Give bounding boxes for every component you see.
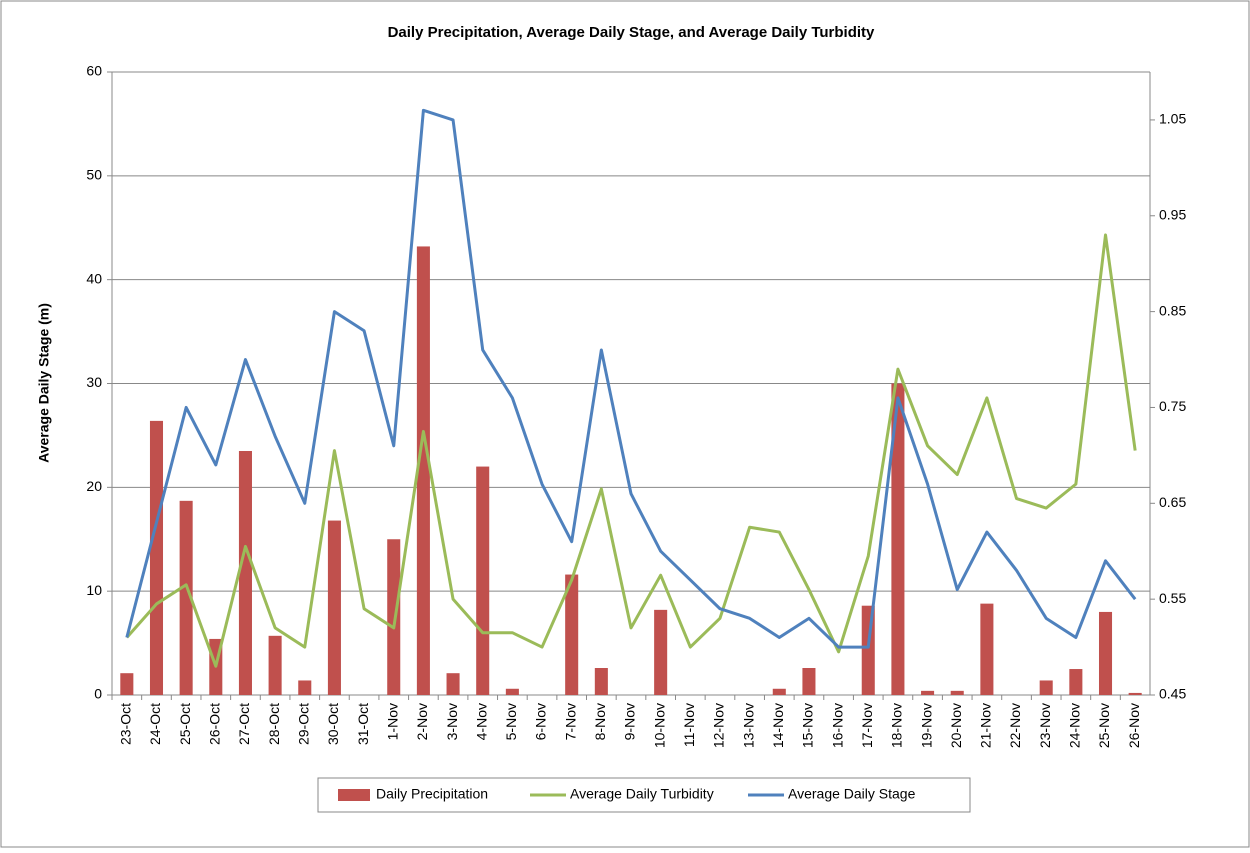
bar <box>446 673 460 695</box>
y-axis-title: Average Daily Stage (m) <box>36 303 52 463</box>
x-tick-label: 28-Oct <box>266 703 282 745</box>
bar <box>594 668 608 695</box>
bar <box>1128 692 1142 695</box>
y2-tick-label: 0.65 <box>1159 494 1186 510</box>
bar <box>950 690 964 695</box>
x-tick-label: 27-Oct <box>236 703 252 745</box>
x-tick-label: 11-Nov <box>681 703 697 747</box>
bar <box>179 500 193 695</box>
y-tick-label: 20 <box>86 478 102 494</box>
y2-tick-label: 0.95 <box>1159 206 1186 222</box>
y-tick-label: 0 <box>94 686 102 702</box>
x-tick-label: 14-Nov <box>770 703 786 748</box>
y-tick-label: 60 <box>86 63 102 79</box>
x-tick-label: 24-Oct <box>147 703 163 745</box>
bar <box>327 520 341 695</box>
line <box>125 233 1137 668</box>
x-tick-label: 4-Nov <box>473 703 489 740</box>
x-tick-label: 7-Nov <box>562 703 578 740</box>
x-tick-label: 23-Oct <box>118 703 134 745</box>
bar <box>891 383 905 695</box>
y-tick-label: 40 <box>86 270 102 286</box>
x-tick-label: 3-Nov <box>444 703 460 740</box>
x-tick-label: 2-Nov <box>414 703 430 740</box>
x-tick-label: 16-Nov <box>829 703 845 748</box>
chart-title: Daily Precipitation, Average Daily Stage… <box>388 24 875 41</box>
y-tick-label: 10 <box>86 582 102 598</box>
x-tick-label: 17-Nov <box>859 703 875 748</box>
y-tick-label: 30 <box>86 374 102 390</box>
x-tick-label: 25-Nov <box>1096 703 1112 748</box>
bar <box>654 609 668 695</box>
x-tick-label: 31-Oct <box>355 703 371 745</box>
x-tick-label: 30-Oct <box>325 703 341 745</box>
bar <box>772 688 786 695</box>
x-tick-label: 12-Nov <box>711 703 727 748</box>
x-tick-label: 15-Nov <box>800 703 816 748</box>
bar <box>980 603 994 695</box>
x-tick-label: 1-Nov <box>384 703 400 740</box>
x-tick-label: 10-Nov <box>651 703 667 748</box>
x-tick-label: 26-Oct <box>207 703 223 745</box>
legend-box <box>317 777 971 813</box>
bar <box>1098 611 1113 695</box>
bar <box>1039 680 1053 695</box>
bar <box>298 680 312 695</box>
y2-tick-label: 0.45 <box>1159 686 1186 702</box>
x-tick-label: 8-Nov <box>592 703 608 740</box>
legend-label: Average Daily Stage <box>788 786 916 802</box>
x-tick-label: 18-Nov <box>889 703 905 748</box>
y2-tick-label: 0.85 <box>1159 302 1186 318</box>
bar <box>1069 669 1083 695</box>
y2-tick-label: 1.05 <box>1159 111 1186 127</box>
bar <box>387 539 401 695</box>
x-tick-label: 20-Nov <box>948 703 964 748</box>
x-tick-label: 5-Nov <box>503 703 519 740</box>
legend-label: Daily Precipitation <box>376 786 488 802</box>
bar <box>476 466 490 695</box>
x-tick-label: 22-Nov <box>1007 703 1023 748</box>
x-tick-label: 9-Nov <box>622 703 638 740</box>
legend-label: Average Daily Turbidity <box>570 786 714 802</box>
x-tick-label: 24-Nov <box>1067 703 1083 748</box>
y2-tick-label: 0.55 <box>1159 590 1186 606</box>
bar <box>120 673 134 695</box>
x-tick-label: 23-Nov <box>1037 703 1053 748</box>
x-tick-label: 29-Oct <box>295 703 311 745</box>
bar <box>416 246 430 695</box>
y2-tick-label: 0.75 <box>1159 398 1186 414</box>
y-tick-label: 50 <box>86 167 102 183</box>
x-tick-label: 21-Nov <box>978 703 994 748</box>
bar <box>921 690 935 695</box>
bar <box>149 420 164 695</box>
x-tick-label: 25-Oct <box>177 703 193 745</box>
x-tick-label: 13-Nov <box>740 703 756 748</box>
x-tick-label: 26-Nov <box>1126 703 1142 748</box>
bar <box>238 450 252 695</box>
bar <box>565 574 579 695</box>
x-tick-label: 6-Nov <box>533 703 549 740</box>
line <box>125 108 1137 649</box>
x-tick-label: 19-Nov <box>918 703 934 748</box>
bar <box>505 688 519 695</box>
legend-swatch <box>338 789 370 801</box>
bar <box>268 635 282 695</box>
bar <box>802 668 816 695</box>
